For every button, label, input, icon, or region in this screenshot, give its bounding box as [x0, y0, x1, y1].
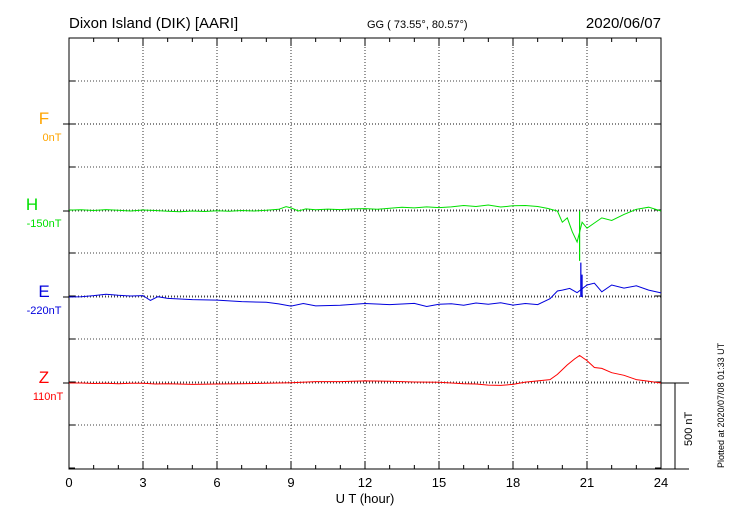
- x-tick-labels: 0 3 6 9 12 15 18 21 24: [65, 475, 668, 490]
- x-axis-label: U T (hour): [336, 491, 395, 506]
- x-tick-label: 0: [65, 475, 72, 490]
- channel-f-baseline: 0nT: [43, 132, 62, 144]
- series-e-line: [68, 282, 662, 308]
- scale-bar-label: 500 nT: [683, 411, 695, 446]
- plot-frame: [68, 37, 662, 470]
- channel-h-label: H: [26, 195, 38, 214]
- scale-bar: 500 nT: [661, 382, 695, 470]
- channel-f-label: F: [39, 109, 49, 128]
- series-lines: [68, 204, 662, 386]
- plotted-timestamp: Plotted at 2020/07/08 01:33 UT: [716, 342, 726, 468]
- channel-e-label: E: [38, 282, 49, 301]
- x-tick-label: 18: [506, 475, 520, 490]
- x-tick-label: 3: [139, 475, 146, 490]
- channel-e-baseline: -220nT: [27, 305, 62, 317]
- x-tick-label: 15: [432, 475, 446, 490]
- baselines: [63, 123, 661, 384]
- x-tick-label: 21: [580, 475, 594, 490]
- channel-h-baseline: -150nT: [27, 218, 62, 230]
- x-tick-label: 12: [358, 475, 372, 490]
- channel-z-baseline: 110nT: [33, 391, 64, 403]
- series-z-line: [69, 354, 662, 386]
- x-tick-label: 6: [213, 475, 220, 490]
- station-coordinates: GG ( 73.55°, 80.57°): [367, 19, 468, 31]
- channel-z-label: Z: [39, 368, 49, 387]
- x-tick-label: 9: [287, 475, 294, 490]
- chart-date: 2020/06/07: [586, 15, 661, 32]
- x-tick-label: 24: [654, 475, 668, 490]
- station-title: Dixon Island (DIK) [AARI]: [69, 15, 238, 32]
- series-h-line: [68, 204, 662, 244]
